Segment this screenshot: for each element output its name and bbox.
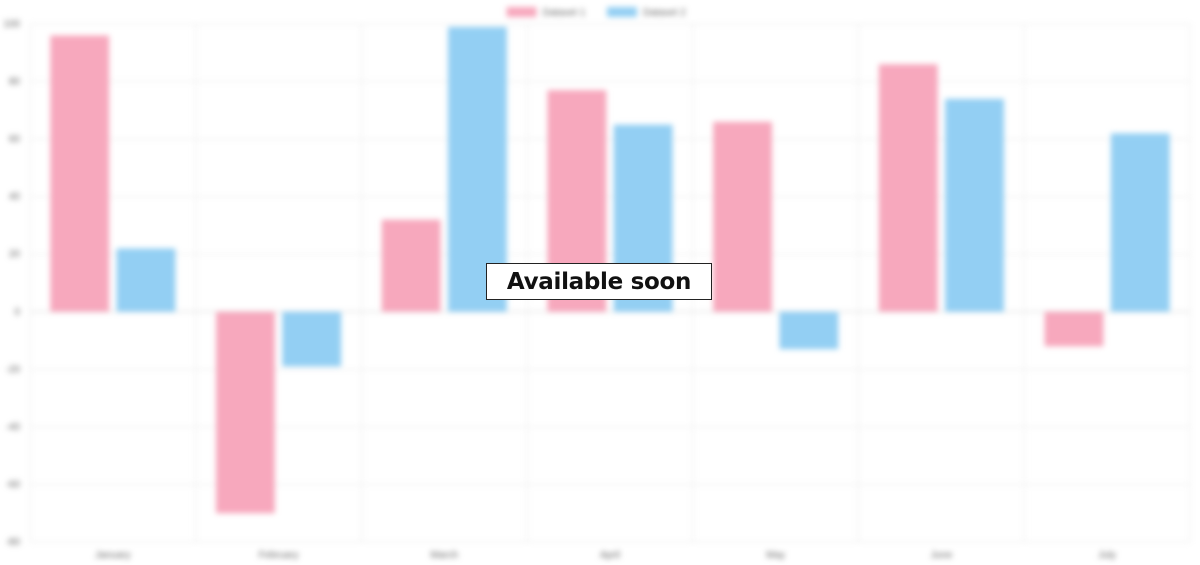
x-tick-label: July bbox=[1098, 550, 1116, 561]
y-tick-label: 80 bbox=[9, 77, 21, 88]
y-tick-label: -20 bbox=[6, 364, 21, 375]
y-tick-label: -80 bbox=[6, 537, 21, 548]
y-tick-label: 60 bbox=[9, 134, 21, 145]
bar-dataset1-march bbox=[381, 219, 441, 312]
available-soon-overlay: Available soon bbox=[486, 263, 712, 300]
x-tick-label: April bbox=[600, 550, 620, 561]
y-tick-label: 20 bbox=[9, 249, 21, 260]
legend-swatch-dataset1 bbox=[506, 7, 537, 17]
x-tick-label: May bbox=[766, 550, 785, 561]
legend-label-dataset2: Dataset 2 bbox=[643, 8, 686, 19]
legend-label-dataset1: Dataset 1 bbox=[543, 8, 586, 19]
x-tick-label: June bbox=[931, 550, 953, 561]
y-tick-label: 100 bbox=[3, 19, 20, 30]
bar-dataset2-february bbox=[282, 311, 342, 367]
y-tick-label: 40 bbox=[9, 192, 21, 203]
bar-dataset1-february bbox=[216, 311, 275, 514]
x-tick-label: January bbox=[95, 550, 131, 561]
bar-dataset1-june bbox=[878, 64, 938, 312]
bar-dataset2-may bbox=[779, 311, 839, 350]
y-tick-label: 0 bbox=[14, 307, 20, 318]
bar-dataset2-july bbox=[1110, 133, 1170, 312]
x-tick-label: February bbox=[259, 550, 299, 561]
bar-dataset2-june bbox=[945, 98, 1004, 312]
x-tick-label: March bbox=[430, 550, 458, 561]
legend-swatch-dataset2 bbox=[607, 7, 637, 17]
bar-dataset1-july bbox=[1044, 311, 1104, 347]
bar-dataset1-january bbox=[50, 35, 110, 312]
bar-dataset1-may bbox=[713, 121, 772, 312]
y-tick-label: -40 bbox=[6, 422, 21, 433]
bar-dataset2-january bbox=[116, 248, 176, 312]
y-tick-label: -60 bbox=[6, 479, 21, 490]
